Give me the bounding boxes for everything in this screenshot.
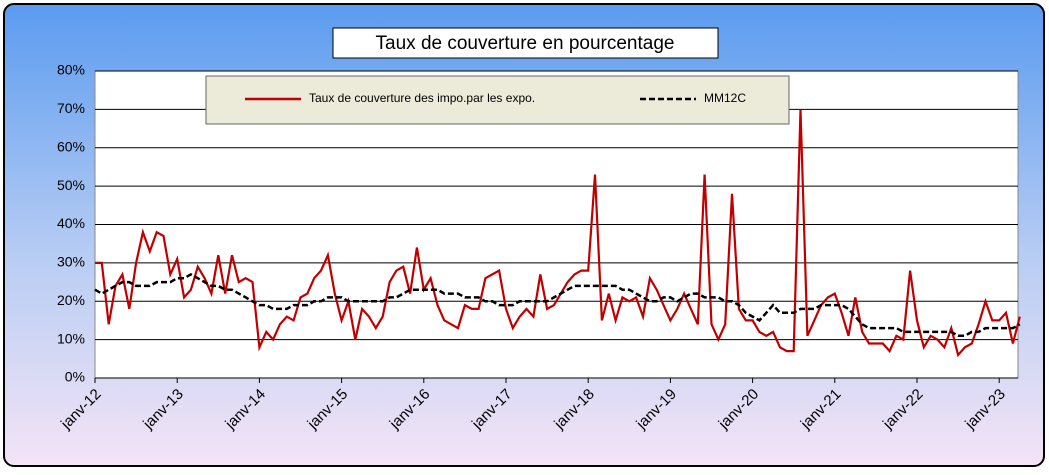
legend-items: Taux de couverture des impo.par les expo…	[245, 91, 746, 105]
y-tick-label: 20%	[57, 292, 85, 308]
y-tick-label: 40%	[57, 215, 85, 231]
legend-label: Taux de couverture des impo.par les expo…	[309, 91, 535, 105]
chart-title: Taux de couverture en pourcentage	[376, 33, 675, 54]
legend	[205, 75, 790, 125]
y-tick-label: 50%	[57, 177, 85, 193]
y-tick-label: 10%	[57, 330, 85, 346]
y-tick-label: 30%	[57, 254, 85, 270]
data-line	[95, 109, 1021, 358]
y-tick-label: 80%	[57, 62, 85, 78]
data-line	[94, 272, 1021, 338]
y-tick-label: 60%	[57, 138, 85, 154]
y-tick-label: 70%	[57, 100, 85, 116]
title-box	[332, 27, 719, 59]
y-tick-label: 0%	[65, 369, 85, 385]
legend-label: MM12C	[704, 91, 746, 105]
